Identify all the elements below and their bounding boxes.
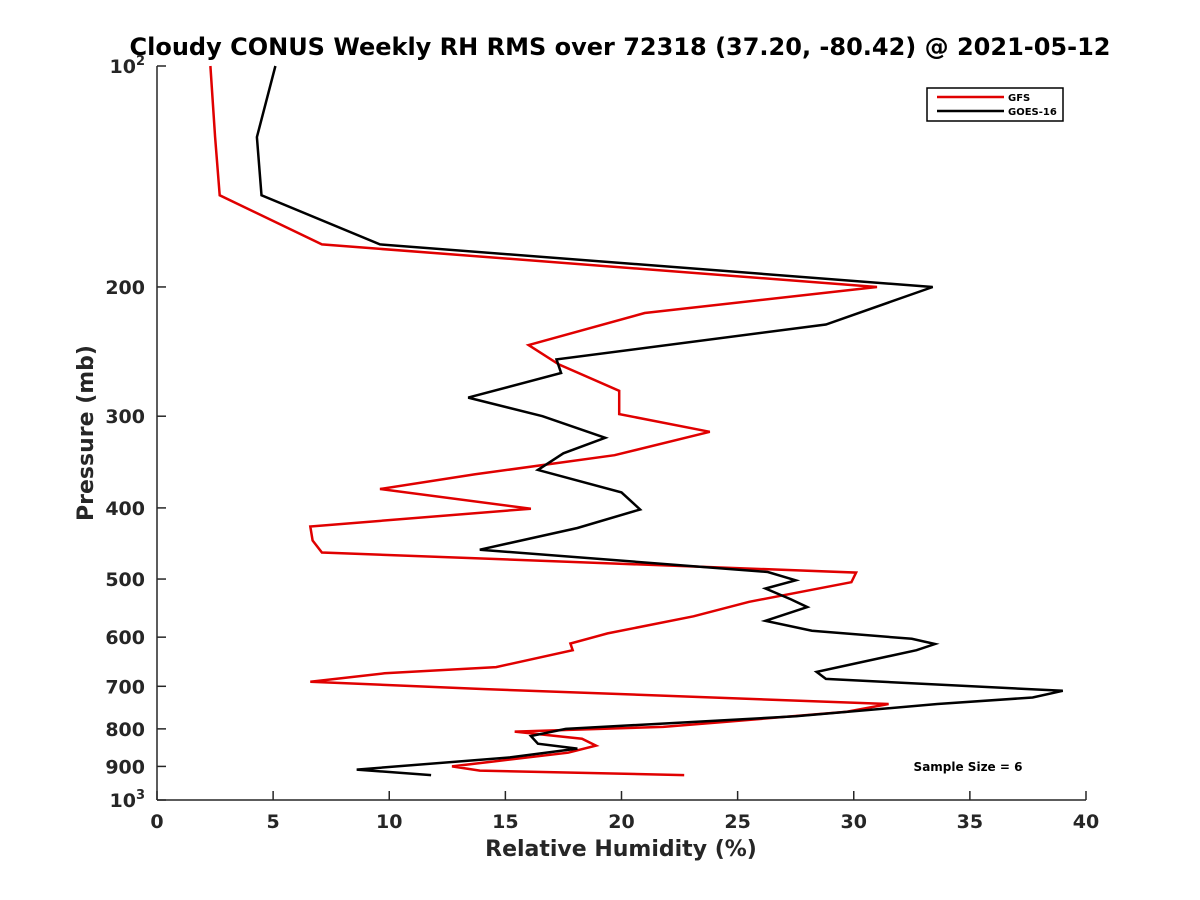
x-tick-label: 25 [724,811,750,833]
x-ticks: 0 5 10 15 20 25 30 35 40 [150,791,1099,833]
series-layer [209,65,1064,777]
series-line-goes16 [255,65,1064,777]
x-tick-label: 5 [267,811,280,833]
y-tick-label-base: 10 [110,56,136,78]
y-tick-label: 103 [110,788,146,812]
legend-label-goes16: GOES-16 [1008,107,1057,118]
y-tick-label-base: 10 [110,790,136,812]
x-tick-label: 40 [1073,811,1099,833]
legend-box [926,87,1064,122]
y-tick-label: 600 [105,627,145,649]
y-tick-label-exponent: 2 [136,54,145,69]
legend: GFS GOES-16 [926,87,1064,122]
y-tick-label: 102 [110,54,146,78]
y-tick-label: 500 [105,569,145,591]
chart-title: Cloudy CONUS Weekly RH RMS over 72318 (3… [130,33,1111,61]
y-tick-label: 900 [105,756,145,778]
x-tick-label: 15 [492,811,518,833]
x-tick-label: 35 [957,811,983,833]
x-axis-label: Relative Humidity (%) [485,837,757,862]
y-tick-label: 200 [105,277,145,299]
x-tick-label: 10 [376,811,402,833]
x-tick-label: 0 [150,811,163,833]
y-axis-label: Pressure (mb) [74,345,99,521]
legend-label-gfs: GFS [1008,93,1030,104]
y-tick-label: 300 [105,406,145,428]
y-tick-label: 700 [105,676,145,698]
series-line-gfs [209,65,889,777]
y-tick-label-exponent: 3 [136,788,145,803]
y-tick-label: 400 [105,498,145,520]
sample-size-annotation: Sample Size = 6 [914,760,1023,774]
x-tick-label: 30 [841,811,867,833]
x-tick-label: 20 [608,811,634,833]
y-tick-label: 800 [105,719,145,741]
